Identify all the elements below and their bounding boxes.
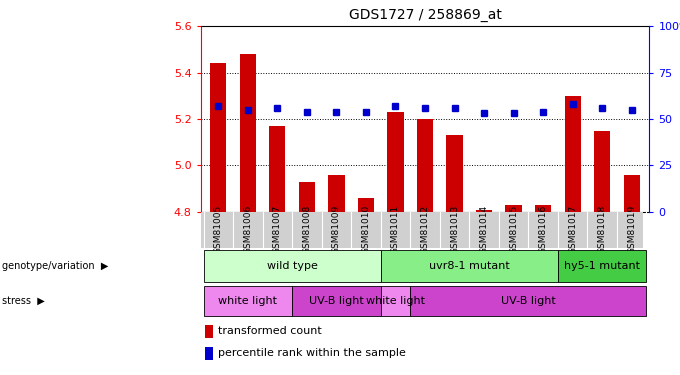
Text: wild type: wild type: [267, 261, 318, 271]
Text: GSM81015: GSM81015: [509, 205, 518, 254]
Bar: [505, 205, 522, 212]
Bar: [269, 126, 286, 212]
Text: GSM81005: GSM81005: [214, 205, 223, 254]
Text: GSM81018: GSM81018: [598, 205, 607, 254]
Bar: [410, 286, 647, 316]
Text: GSM81016: GSM81016: [539, 205, 547, 254]
Bar: [417, 119, 433, 212]
Text: transformed count: transformed count: [218, 326, 322, 336]
Text: uvr8-1 mutant: uvr8-1 mutant: [429, 261, 510, 271]
Bar: [624, 175, 640, 212]
Text: white light: white light: [218, 296, 277, 306]
Bar: [205, 325, 213, 338]
Bar: [203, 250, 381, 282]
Text: white light: white light: [366, 296, 425, 306]
Bar: [328, 175, 345, 212]
Text: GSM81010: GSM81010: [362, 205, 371, 254]
Text: GSM81011: GSM81011: [391, 205, 400, 254]
Bar: [358, 198, 374, 212]
Text: GSM81019: GSM81019: [627, 205, 636, 254]
Text: hy5-1 mutant: hy5-1 mutant: [564, 261, 640, 271]
Text: GSM81013: GSM81013: [450, 205, 459, 254]
Text: GSM81012: GSM81012: [420, 205, 430, 254]
Text: GSM81007: GSM81007: [273, 205, 282, 254]
Bar: [203, 286, 292, 316]
Text: UV-B light: UV-B light: [501, 296, 556, 306]
Text: GSM81008: GSM81008: [303, 205, 311, 254]
Bar: [564, 96, 581, 212]
Bar: [446, 135, 462, 212]
Bar: [299, 182, 315, 212]
Text: GSM81017: GSM81017: [568, 205, 577, 254]
Text: GSM81006: GSM81006: [243, 205, 252, 254]
Bar: [381, 286, 410, 316]
Text: genotype/variation  ▶: genotype/variation ▶: [2, 261, 108, 271]
Bar: [476, 210, 492, 212]
Text: percentile rank within the sample: percentile rank within the sample: [218, 348, 405, 358]
Bar: [205, 346, 213, 360]
Text: UV-B light: UV-B light: [309, 296, 364, 306]
Bar: [594, 130, 610, 212]
Bar: [535, 205, 551, 212]
Bar: [388, 112, 404, 212]
Bar: [210, 63, 226, 212]
Bar: [240, 54, 256, 212]
Title: GDS1727 / 258869_at: GDS1727 / 258869_at: [349, 9, 501, 22]
Text: GSM81009: GSM81009: [332, 205, 341, 254]
Text: stress  ▶: stress ▶: [2, 296, 45, 306]
Bar: [558, 250, 647, 282]
Text: GSM81014: GSM81014: [479, 205, 488, 254]
Bar: [381, 250, 558, 282]
Bar: [292, 286, 381, 316]
